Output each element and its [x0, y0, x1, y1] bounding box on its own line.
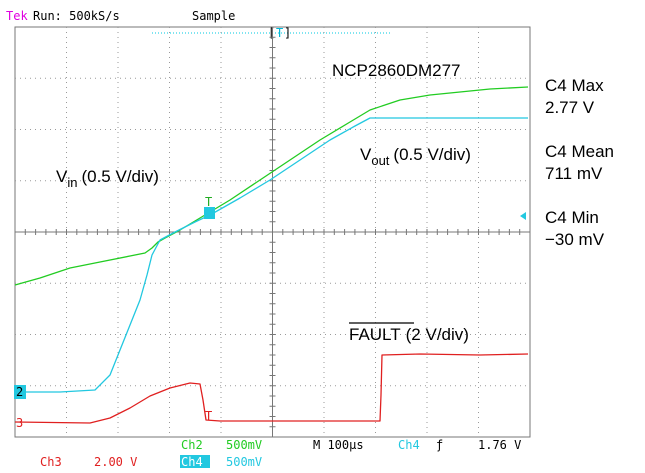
trigger-source: Ch4: [398, 438, 420, 452]
ch3-name: Ch3: [40, 455, 62, 469]
bracket-left: [: [268, 26, 275, 40]
ch4-scale: 500mV: [226, 455, 262, 469]
measurement-label: C4 Max: [545, 76, 604, 95]
fault-marker: T: [205, 409, 212, 423]
trigger-marker: T: [205, 195, 212, 209]
vout-label: Vout (0.5 V/div): [360, 145, 471, 168]
graticule: [14, 26, 531, 438]
ch2-scale: 500mV: [226, 438, 262, 452]
vout-symbol: V: [360, 145, 372, 164]
brand: Tek: [6, 9, 28, 23]
timebase: M 100µs: [313, 438, 364, 452]
measurement-label: C4 Mean: [545, 142, 614, 161]
device-label: NCP2860DM277: [332, 61, 461, 80]
vin-subscript: in: [67, 175, 77, 190]
trigger-level: 1.76 V: [478, 438, 521, 452]
vout-subscript: out: [371, 153, 389, 168]
ch4-level-marker: [520, 212, 526, 220]
vin-trace: [14, 86, 529, 286]
run-status: Run: 500kS/s: [33, 9, 120, 23]
bracket-right: ]: [284, 26, 291, 40]
fault-name: FAULT: [349, 325, 401, 344]
measurements: C4 Max 2.77 V C4 Mean 711 mV C4 Min −30 mV: [545, 76, 614, 249]
ch3-marker: 3: [16, 416, 23, 430]
vin-symbol: V: [56, 167, 68, 186]
ch4-name: Ch4: [181, 455, 203, 469]
measurement-value: −30 mV: [545, 230, 605, 249]
acquire-mode: Sample: [192, 9, 235, 23]
trigger-slope: ƒ: [436, 438, 443, 452]
ch2-marker-box: [14, 385, 26, 399]
vin-scale: (0.5 V/div): [81, 167, 158, 186]
ch2-marker: 2: [16, 385, 23, 399]
ch2-name: Ch2: [181, 438, 203, 452]
ch4-name-box: [180, 455, 210, 468]
fault-trace: [14, 353, 529, 424]
vin-label: Vin (0.5 V/div): [56, 167, 159, 190]
vout-scale: (0.5 V/div): [393, 145, 470, 164]
fault-label: FAULT (2 V/div): [349, 325, 469, 344]
trigger-marker-box: [204, 207, 215, 219]
vout-trace: [15, 117, 528, 393]
trigger-position: T: [276, 26, 283, 40]
fault-scale: (2 V/div): [406, 325, 469, 344]
measurement-value: 711 mV: [545, 164, 603, 183]
ch3-scale: 2.00 V: [94, 455, 137, 469]
measurement-value: 2.77 V: [545, 98, 595, 117]
measurement-label: C4 Min: [545, 208, 599, 227]
